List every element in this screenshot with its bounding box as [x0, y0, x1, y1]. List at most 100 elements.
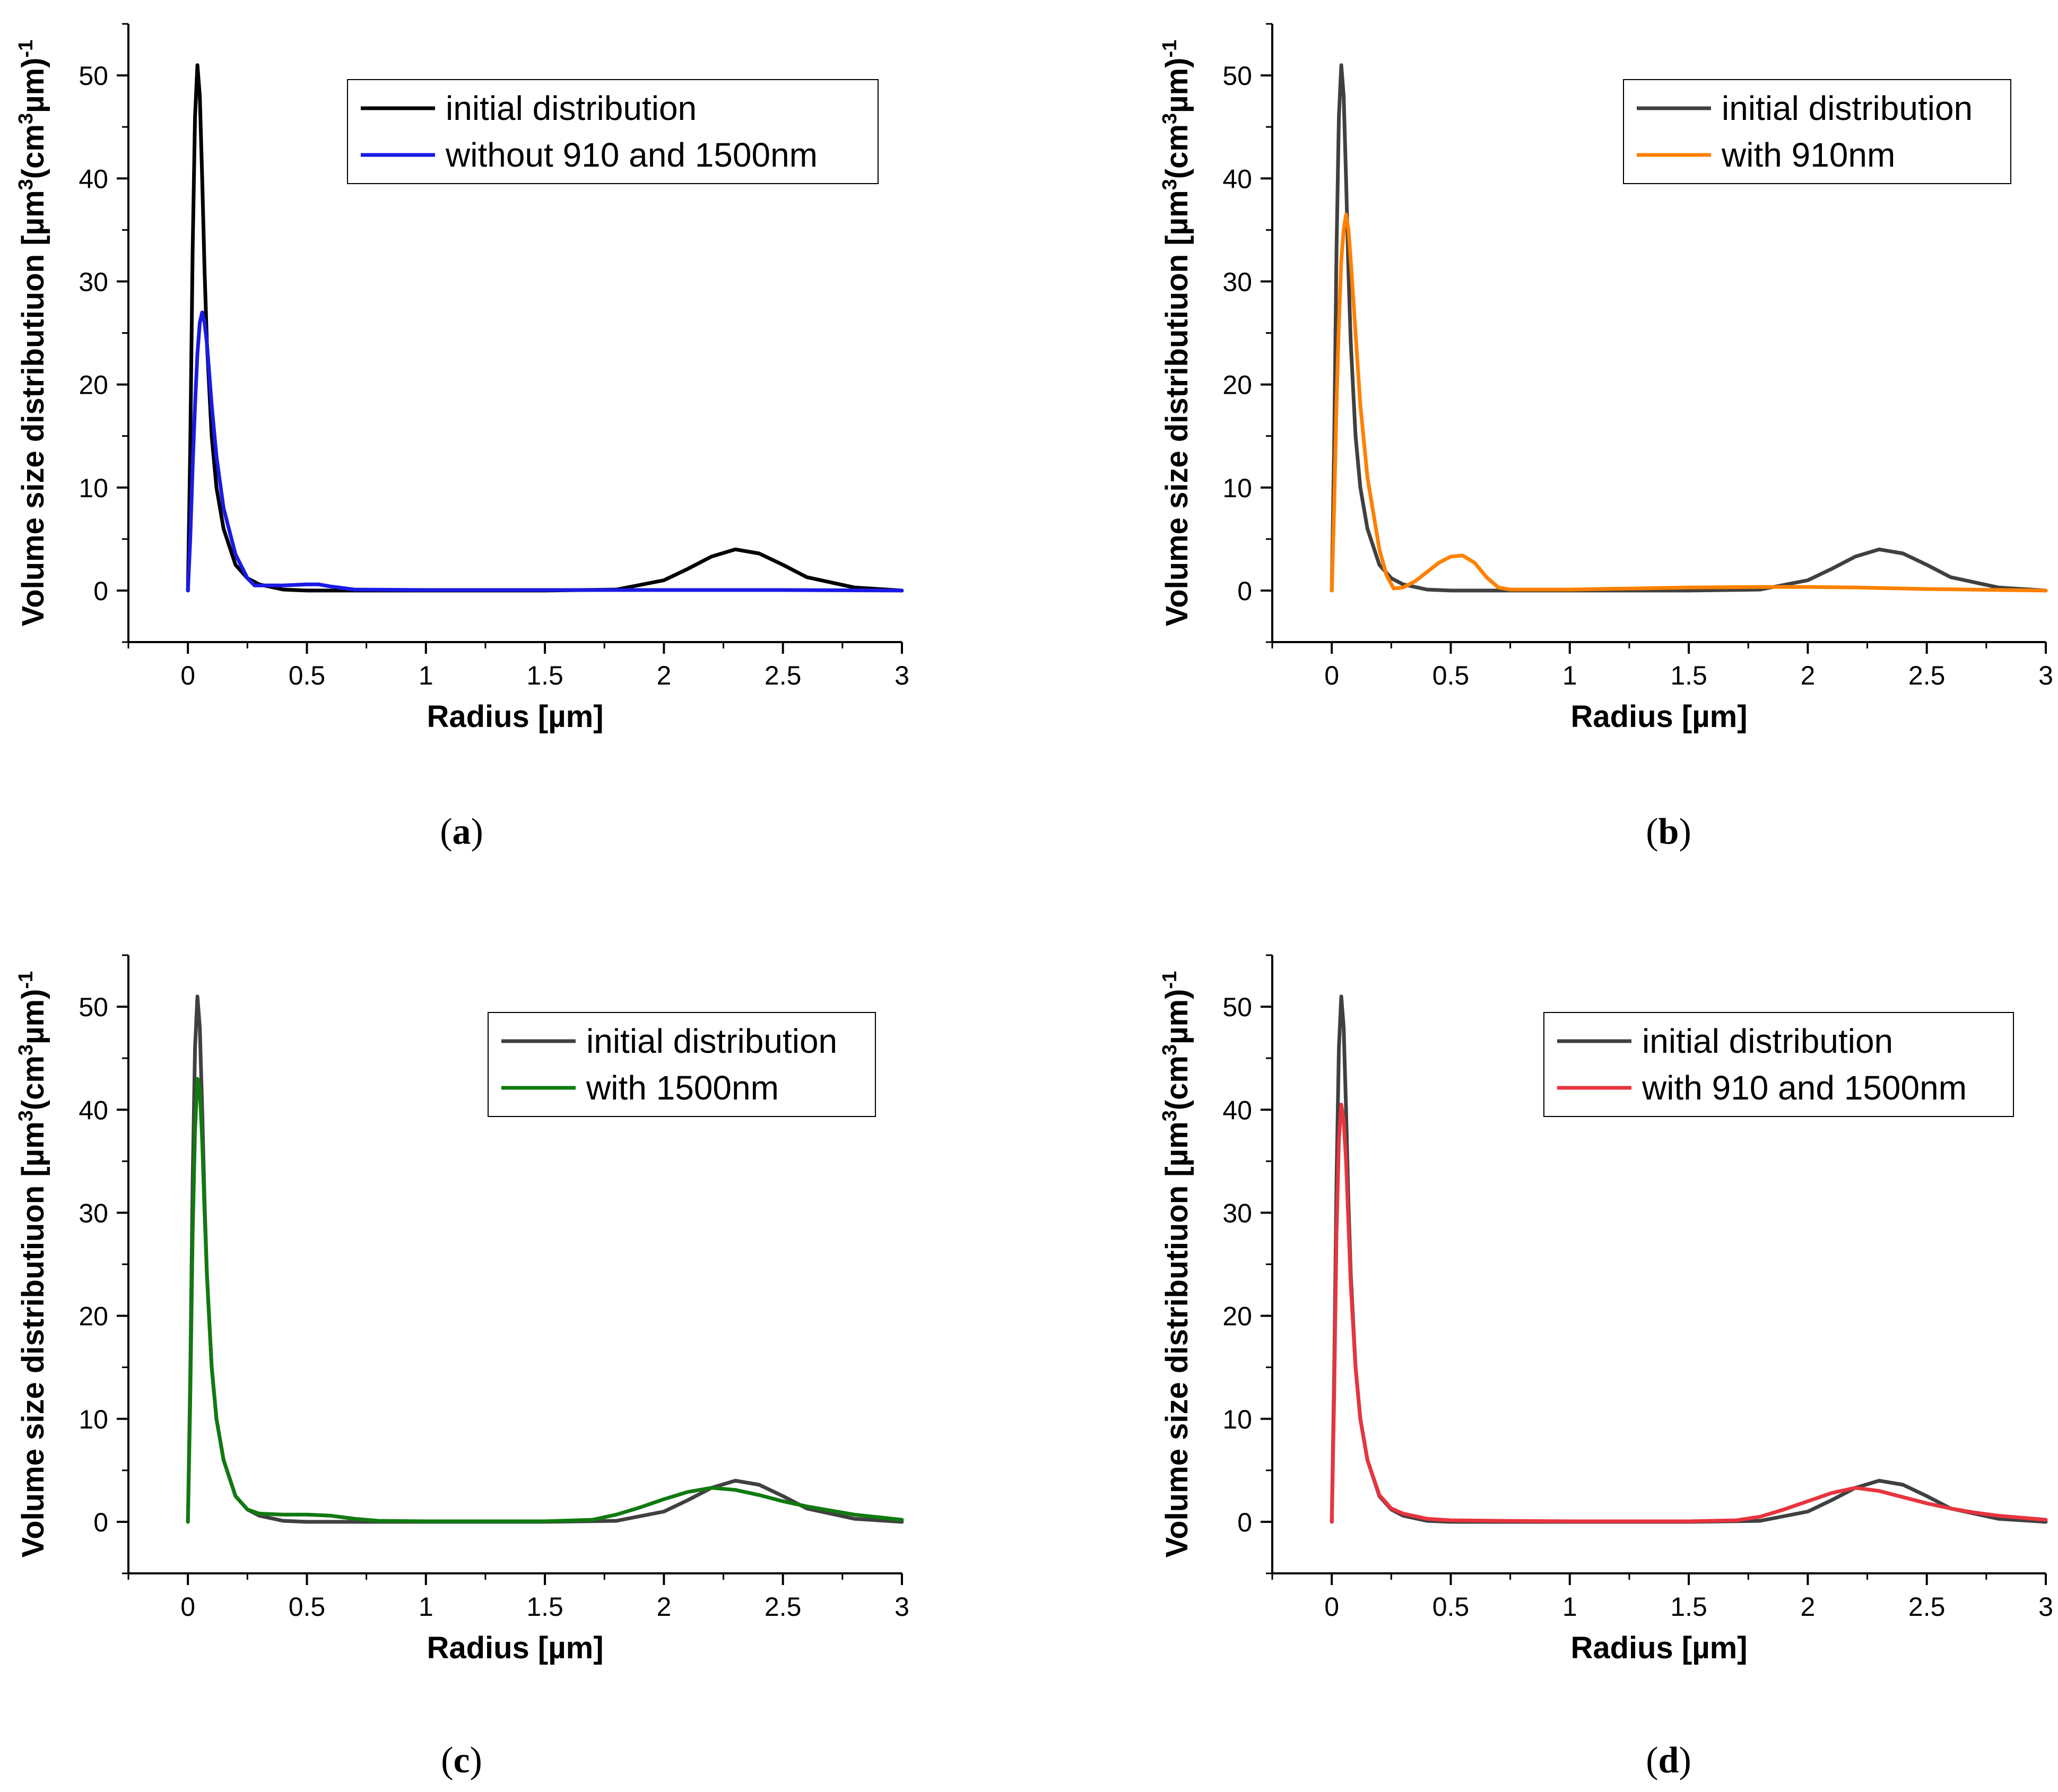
series-line-2	[186, 310, 904, 593]
x-tick-label: 2	[656, 661, 671, 690]
y-axis-title-part: µm)	[16, 58, 50, 113]
legend-box	[347, 79, 879, 184]
series-line-2	[1330, 212, 2048, 593]
x-tick-label: 2.5	[765, 1592, 802, 1622]
y-tick-label: 10	[79, 1405, 108, 1434]
x-axis-title: Radius [µm]	[427, 1631, 603, 1665]
caption-paren: (	[441, 1740, 453, 1781]
x-tick-label: 2	[1800, 1592, 1815, 1622]
legend-label: initial distribution	[1722, 89, 1973, 127]
x-tick-label: 2	[656, 1592, 671, 1622]
caption-letter: b	[1658, 811, 1679, 852]
y-tick-label: 0	[93, 576, 108, 606]
y-tick-label: 10	[1222, 473, 1252, 503]
y-tick-label: 30	[1222, 267, 1252, 297]
legend-label: with 1500nm	[586, 1069, 779, 1107]
y-tick-label: 20	[79, 370, 108, 400]
y-tick-label: 40	[79, 164, 108, 194]
caption-paren: )	[1679, 1740, 1691, 1781]
y-axis-title-part: 3	[15, 1110, 37, 1121]
y-axis-title-part: Volume size distributiuon [µm	[16, 1121, 50, 1557]
y-axis-title-part: Volume size distributiuon [µm	[16, 190, 50, 626]
x-tick-label: 1	[1562, 1592, 1577, 1622]
x-tick-label: 2	[1800, 661, 1815, 690]
legend-label: without 910 and 1500nm	[445, 136, 818, 174]
y-axis-title-part: µm)	[1160, 989, 1194, 1044]
legend-label: initial distribution	[586, 1022, 837, 1060]
caption-paren: (	[1646, 811, 1658, 852]
x-tick-label: 1.5	[1670, 1592, 1707, 1622]
legend-label: with 910nm	[1721, 136, 1895, 174]
y-tick-label: 50	[79, 992, 108, 1022]
x-axis-title: Radius [µm]	[427, 699, 603, 734]
x-tick-label: 0.5	[1432, 661, 1470, 690]
y-axis-title: Volume size distributiuon [µm3(cm3µm)-1	[15, 971, 50, 1557]
x-tick-label: 0.5	[1432, 1592, 1470, 1622]
x-tick-label: 1	[419, 1592, 433, 1622]
y-axis-title-part: 3	[1159, 1044, 1181, 1055]
legend-box	[1543, 1012, 2014, 1117]
series-line-1	[1330, 994, 2048, 1524]
y-axis-title-part: Volume size distributiuon [µm	[1160, 190, 1194, 626]
y-axis-title-part: -1	[1159, 971, 1181, 989]
legend: initial distribution with 1500nm	[488, 1012, 876, 1117]
panel-caption: (c)	[441, 1740, 482, 1781]
x-tick-label: 1	[419, 661, 433, 690]
y-axis-title: Volume size distributiuon [µm3(cm3µm)-1	[15, 40, 50, 626]
x-tick-label: 1.5	[1670, 661, 1707, 690]
panel-caption: (b)	[1646, 811, 1691, 852]
y-axis-title-part: 3	[15, 113, 37, 124]
caption-paren: )	[471, 811, 483, 852]
series-line-1	[186, 994, 904, 1524]
y-tick-label: 40	[1222, 1095, 1252, 1125]
y-tick-label: 40	[79, 1095, 108, 1125]
y-axis-title-part: (cm	[16, 1055, 50, 1110]
x-tick-label: 0.5	[289, 1592, 326, 1622]
y-tick-label: 50	[1222, 992, 1252, 1022]
x-tick-label: 1.5	[526, 661, 563, 690]
y-axis-title-part: (cm	[1160, 124, 1194, 179]
y-tick-label: 20	[1222, 1302, 1252, 1331]
y-tick-label: 30	[1222, 1198, 1252, 1228]
panel-caption: (d)	[1646, 1740, 1691, 1781]
y-axis-title-part: µm)	[16, 989, 50, 1044]
y-axis-title-part: -1	[15, 971, 37, 989]
x-tick-label: 2.5	[765, 661, 802, 690]
y-axis-title: Volume size distributiuon [µm3(cm3µm)-1	[1159, 40, 1194, 626]
y-tick-label: 10	[79, 473, 108, 503]
panel-caption: (a)	[440, 811, 483, 852]
y-tick-label: 20	[79, 1302, 108, 1331]
x-axis-title: Radius [µm]	[1570, 1631, 1747, 1665]
caption-letter: a	[453, 811, 471, 852]
x-tick-label: 2.5	[1908, 1592, 1946, 1622]
x-axis-title: Radius [µm]	[1570, 699, 1747, 734]
y-tick-label: 20	[1222, 370, 1252, 400]
y-axis-title-part: Volume size distributiuon [µm	[1160, 1121, 1194, 1557]
y-axis-title-part: -1	[15, 40, 37, 58]
x-tick-label: 2.5	[1908, 661, 1946, 690]
x-tick-label: 3	[895, 661, 909, 690]
x-tick-label: 0	[180, 1592, 195, 1622]
x-tick-label: 0	[1324, 661, 1339, 690]
y-tick-label: 0	[1237, 576, 1252, 606]
x-tick-label: 3	[895, 1592, 909, 1622]
y-tick-label: 0	[1237, 1508, 1252, 1537]
legend: initial distribution without 910 and 1500…	[347, 79, 879, 184]
y-axis-title-part: 3	[15, 1044, 37, 1055]
y-tick-label: 10	[1222, 1405, 1252, 1434]
x-tick-label: 1.5	[526, 1592, 563, 1622]
y-axis-title-part: µm)	[1160, 58, 1194, 113]
legend-label: with 910 and 1500nm	[1642, 1069, 1967, 1107]
legend-label: initial distribution	[1642, 1022, 1893, 1060]
y-tick-label: 40	[1222, 164, 1252, 194]
y-axis-title-part: (cm	[1160, 1055, 1194, 1110]
y-tick-label: 30	[79, 267, 108, 297]
caption-paren: (	[440, 811, 452, 852]
y-tick-label: 30	[79, 1198, 108, 1228]
x-tick-label: 3	[2038, 661, 2053, 690]
y-axis-title-part: 3	[1159, 179, 1181, 190]
